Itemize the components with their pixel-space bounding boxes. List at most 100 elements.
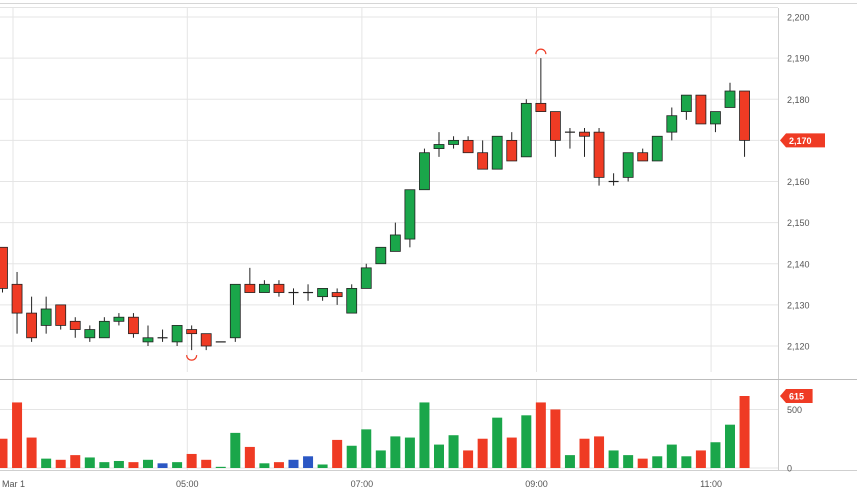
candle-body [186,329,198,335]
candle-body [244,283,256,293]
candle-body [360,267,372,289]
volume-bar [477,438,488,468]
volume-bar [84,457,95,468]
candle-body [593,131,605,178]
volume-bar [303,456,314,468]
time-tick-label: 05:00 [176,479,199,489]
volume-tick-label: 0 [787,464,792,474]
candle-body [739,90,750,141]
candle-body [26,312,38,339]
price-tick-label: 2,150 [787,218,810,228]
volume-bar [172,462,183,468]
volume-bar [244,446,255,468]
volume-bar [550,409,561,468]
volume-bar [666,444,677,468]
volume-bar [317,464,328,468]
volume-bar [463,450,474,468]
candle-body [637,152,649,162]
volume-bar [594,436,605,468]
candle-body [171,325,183,343]
event-markers [186,48,547,361]
candle-body [520,102,532,158]
volume-bar [521,415,532,468]
volume-bar [41,458,52,468]
volume-bar [361,429,372,468]
candle-body [535,102,547,112]
candle-body [200,333,212,347]
volume-bar [623,455,634,468]
volume-bar [419,402,430,468]
volume-bar [157,463,168,468]
price-tick-label: 2,180 [787,95,810,105]
price-candles [0,58,750,351]
candle-body [258,283,270,293]
price-tick-label: 2,130 [787,300,810,310]
volume-bar [332,439,343,468]
volume-bars [0,396,750,468]
candle-body [710,111,721,125]
time-tick-label: 11:00 [700,479,722,489]
volume-bar [637,458,648,468]
price-tick-label: 2,160 [787,177,810,187]
candle-body [724,90,736,108]
candle-body [666,115,678,133]
time-tick-label: 09:00 [525,479,548,489]
volume-bar [434,444,444,468]
volume-bar [12,402,23,468]
volume-bar [201,459,212,468]
volume-bar [695,450,706,468]
candle-body [389,234,401,252]
candle-body [579,131,590,137]
volume-bar [230,432,241,468]
volume-bar [128,462,139,468]
last-volume-tag-text: 615 [789,392,804,402]
candle-body [433,144,445,150]
volume-bar [390,436,401,468]
volume-tick-label: 500 [787,405,802,415]
volume-bar [725,424,735,468]
volume-bar [739,396,750,468]
candle-body [404,189,416,240]
volume-bar [259,463,270,468]
last-price-tag-bg [780,133,825,148]
candle-body [98,320,110,339]
event-marker [535,48,547,55]
time-tick-label: 07:00 [351,479,374,489]
price-tick-label: 2,190 [787,54,810,64]
candle-body [0,246,8,289]
grid-lines [0,8,778,470]
candle-body [491,135,503,170]
candle-body [40,308,52,326]
volume-bar [113,460,124,468]
candle-body [84,329,96,339]
candle-body [506,139,518,162]
event-marker [186,355,198,361]
candle-body [229,283,241,339]
candle-body [128,316,139,335]
candle-body [55,304,67,326]
candle-body [273,283,285,293]
time-axis: Mar 1 05:00 07:00 09:00 11:00 [2,479,722,489]
candle-body [346,288,358,314]
candle-body [375,246,387,265]
volume-bar [492,417,503,468]
candle-body [622,152,634,178]
price-tick-label: 2,140 [787,259,810,269]
price-tick-label: 2,200 [787,13,810,23]
volume-bar [579,438,590,468]
volume-bar [0,438,8,468]
time-tick-label: Mar 1 [2,479,25,489]
volume-bar [273,462,284,468]
candle-body [448,139,459,145]
candle-body [695,94,707,125]
candle-body [462,139,474,154]
volume-axis: 500 0 [787,405,802,474]
volume-bar [681,456,692,468]
chart-frame [0,3,857,471]
volume-bar [710,442,721,468]
candle-body [11,283,23,314]
candle-body [113,316,125,322]
volume-bar [506,437,517,468]
